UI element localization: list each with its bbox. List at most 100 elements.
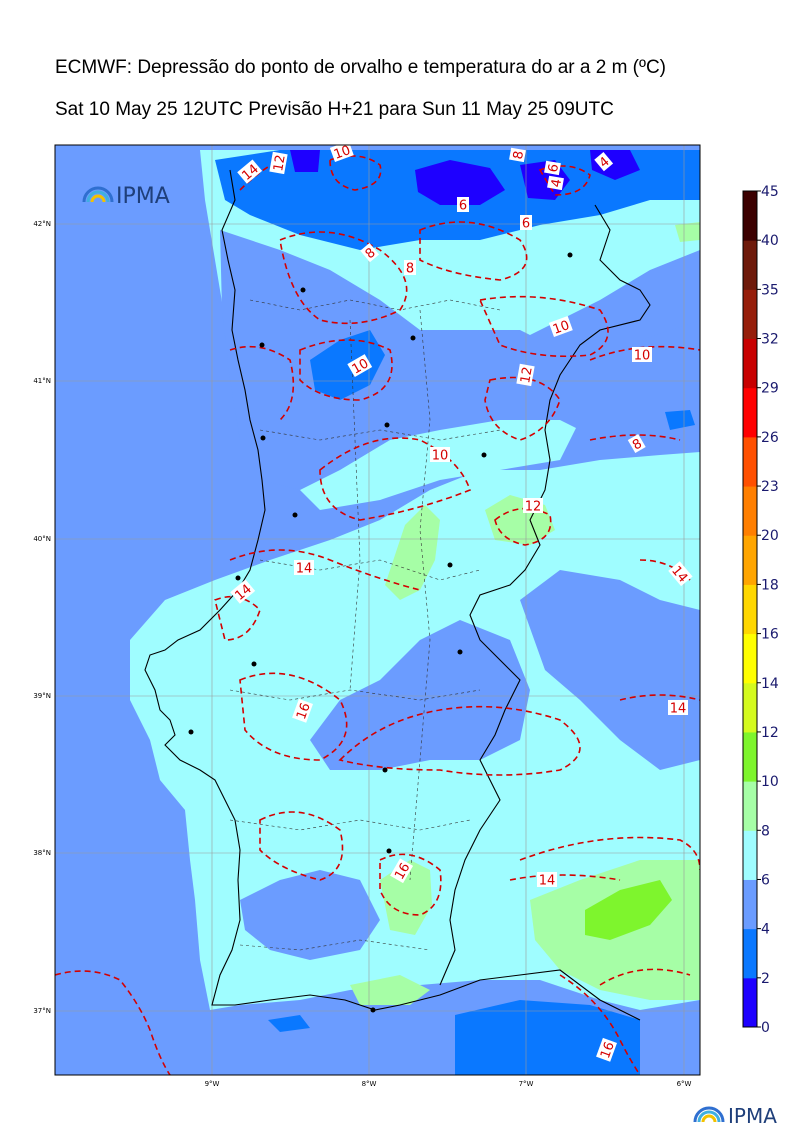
- field-4-6-north-portugal: [220, 230, 700, 490]
- field-8-10-algarve: [350, 975, 430, 1005]
- city-marker: [259, 342, 265, 348]
- chart-title: ECMWF: Depressão do ponto de orvalho e t…: [55, 57, 666, 78]
- colorbar-label: 2: [761, 971, 770, 987]
- field-4-6-alentejo: [310, 620, 530, 770]
- colorbar-label: 12: [761, 725, 779, 741]
- longitude-tick-label: 7°W: [519, 1080, 534, 1088]
- city-marker: [188, 729, 194, 735]
- svg-text:8: 8: [511, 150, 527, 161]
- field-8-10-northeast: [675, 222, 700, 242]
- contour-label: 8: [404, 260, 416, 277]
- latitude-tick-label: 42°N: [33, 220, 51, 228]
- svg-text:10: 10: [551, 318, 572, 338]
- colorbar-segment: [743, 191, 757, 241]
- contour-label: 12: [523, 498, 543, 515]
- city-marker: [410, 335, 416, 341]
- field-10-12-east: [585, 880, 672, 940]
- colorbar-segment: [743, 486, 757, 536]
- colorbar-segment: [743, 977, 757, 1028]
- colorbar-segment: [743, 289, 757, 340]
- contour-label: 10: [347, 354, 373, 377]
- colorbar-label: 20: [761, 528, 779, 544]
- contour-label: 8: [509, 147, 527, 163]
- colorbar-label: 4: [761, 922, 770, 938]
- contour-label: 16: [596, 1037, 618, 1062]
- contour-label: 16: [390, 858, 413, 884]
- field-2-4-sea-spot: [268, 1015, 310, 1032]
- contour-label: 8: [360, 243, 380, 263]
- contour-label: 6: [544, 160, 562, 176]
- svg-text:4: 4: [549, 178, 565, 189]
- graticule: [55, 145, 700, 1075]
- colorbar-label: 29: [761, 381, 779, 397]
- latitude-tick-label: 38°N: [33, 849, 51, 857]
- svg-text:16: 16: [392, 861, 413, 883]
- colorbar-frame: [742, 190, 758, 1028]
- contour-label: 10: [329, 143, 354, 163]
- contour-label: 4: [594, 152, 614, 172]
- svg-text:10: 10: [332, 143, 353, 163]
- coastline: [144, 169, 641, 1021]
- field-8-10-serra: [380, 860, 432, 935]
- colorbar-label: 45: [761, 184, 779, 200]
- field-4-6-east: [520, 570, 700, 770]
- colorbar-label: 32: [761, 332, 779, 348]
- colorbar-segment: [743, 387, 757, 438]
- latitude-tick-label: 39°N: [33, 692, 51, 700]
- colorbar-label: 14: [761, 676, 779, 692]
- city-marker: [260, 435, 266, 441]
- longitude-tick-labels: 9°W 8°W 7°W 6°W: [205, 1080, 692, 1088]
- latitude-tick-label: 40°N: [33, 535, 51, 543]
- contour-label: 12: [516, 363, 536, 387]
- city-marker: [300, 287, 306, 293]
- colorbar-label: 23: [761, 479, 779, 495]
- colorbar-segment: [743, 535, 757, 585]
- svg-text:14: 14: [670, 702, 687, 717]
- colorbar: 0 2 4 6 8 10 12 14 16 18 20 23 26 29 32 35 40 45: [742, 184, 779, 1036]
- colorbar-segment: [743, 781, 757, 831]
- svg-text:10: 10: [432, 449, 449, 464]
- field-2-4-east-spot: [665, 410, 695, 430]
- svg-text:16: 16: [598, 1040, 618, 1061]
- colorbar-segment: [743, 240, 757, 290]
- svg-text:14: 14: [539, 874, 556, 889]
- colorbar-label: 6: [761, 872, 770, 888]
- svg-text:12: 12: [518, 366, 536, 385]
- colorbar-label: 16: [761, 627, 779, 643]
- map-logo-text: IPMA: [116, 184, 170, 209]
- colorbar-segment: [743, 830, 757, 880]
- ipma-rainbow-icon: [82, 186, 114, 203]
- city-marker: [370, 1007, 376, 1013]
- city-marker: [251, 661, 257, 667]
- colorbar-label: 0: [761, 1020, 770, 1036]
- contour-label: 16: [292, 698, 314, 723]
- contour-label: 10: [632, 347, 652, 364]
- contour-label: 14: [537, 872, 557, 889]
- svg-text:12: 12: [271, 154, 289, 173]
- city-marker: [386, 848, 392, 854]
- field-0-2-galicia-d: [290, 150, 320, 172]
- contour-label: 6: [520, 215, 532, 232]
- city-marker: [292, 512, 298, 518]
- colorbar-segment: [743, 338, 757, 389]
- footer-logo: IPMA: [693, 1104, 777, 1128]
- colorbar-segment: [743, 682, 757, 733]
- city-marker: [457, 649, 463, 655]
- colorbar-segment: [743, 731, 757, 782]
- colorbar-label: 18: [761, 577, 779, 593]
- field-2-4-algarve-sea: [455, 1000, 640, 1075]
- city-marker: [447, 562, 453, 568]
- colorbar-label: 40: [761, 233, 779, 249]
- contour-label: 14: [294, 560, 314, 577]
- contour-label: 10: [430, 447, 450, 464]
- district-boundaries: [229, 299, 501, 951]
- temperature-contours: [55, 155, 700, 1075]
- contour-label: 4: [547, 175, 565, 191]
- svg-text:14: 14: [296, 562, 313, 577]
- city-markers: [188, 252, 573, 1013]
- svg-text:10: 10: [350, 356, 372, 377]
- colorbar-segment: [743, 879, 757, 930]
- city-marker: [481, 452, 487, 458]
